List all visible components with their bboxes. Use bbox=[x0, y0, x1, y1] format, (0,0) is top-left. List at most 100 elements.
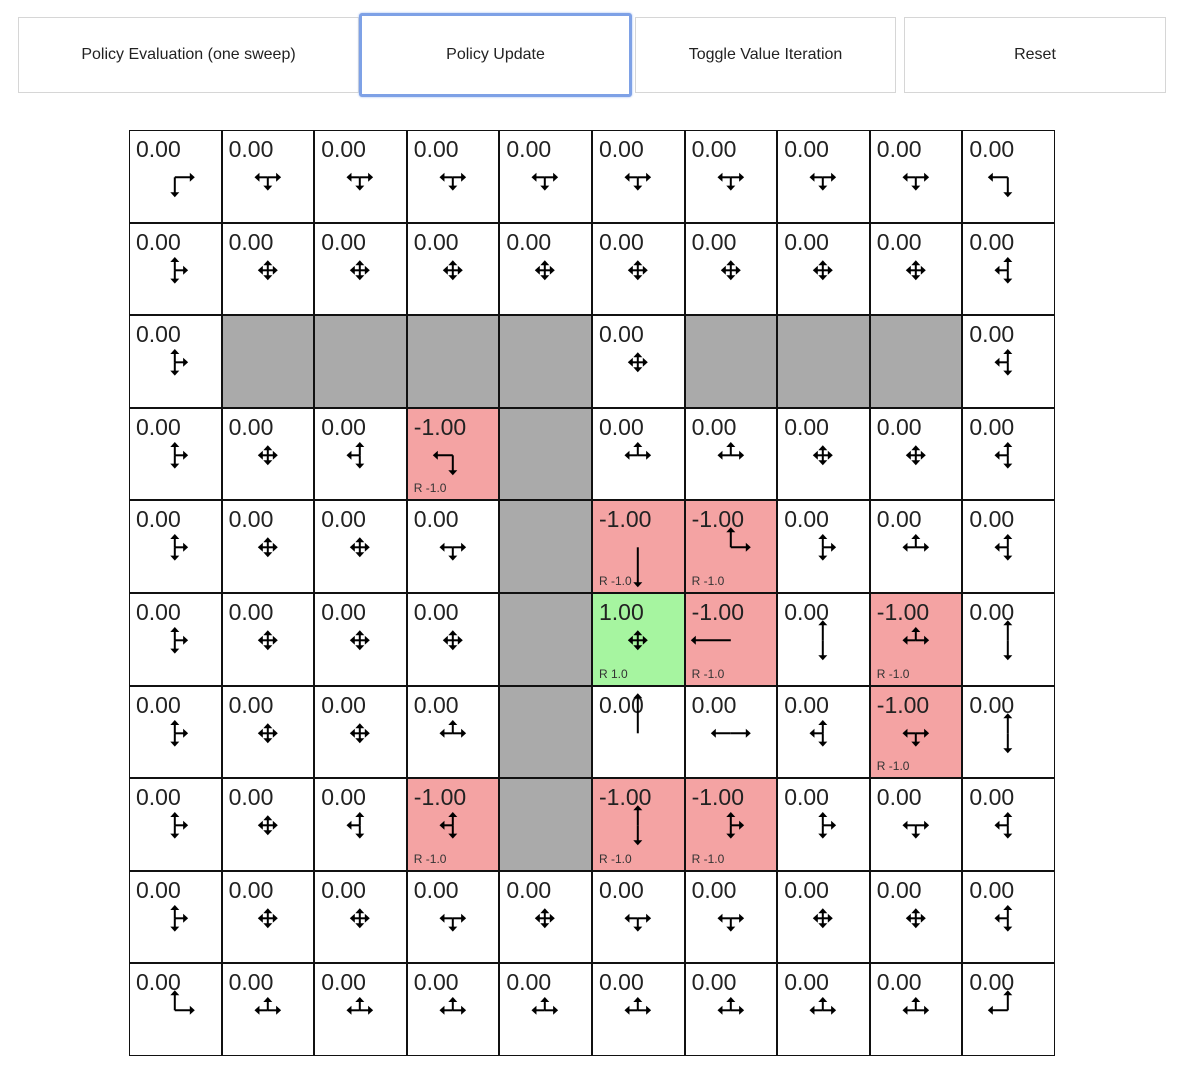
wall-cell[interactable] bbox=[499, 778, 592, 871]
grid-cell[interactable]: 0.00 bbox=[129, 778, 222, 871]
grid-cell[interactable]: 0.00 bbox=[221, 870, 315, 964]
grid-cell[interactable]: 0.00 bbox=[869, 963, 963, 1056]
grid-cell[interactable]: 0.00 bbox=[221, 500, 315, 593]
grid-cell[interactable]: 0.00 bbox=[499, 222, 592, 316]
grid-cell[interactable]: 0.00 bbox=[314, 407, 407, 501]
grid-cell[interactable]: 0.00 bbox=[314, 870, 407, 964]
wall-cell[interactable] bbox=[499, 685, 592, 779]
grid-cell[interactable]: 0.00 bbox=[129, 222, 222, 316]
grid-cell[interactable]: 0.00 bbox=[962, 593, 1055, 686]
grid-cell[interactable]: 0.00 bbox=[592, 130, 685, 223]
policy-update-button[interactable]: Policy Update bbox=[359, 13, 632, 97]
grid-cell[interactable]: 0.00 bbox=[962, 778, 1055, 871]
grid-cell[interactable]: 0.00 bbox=[777, 500, 870, 593]
grid-cell[interactable]: 0.00 bbox=[129, 870, 222, 964]
grid-cell[interactable]: 0.00 bbox=[499, 963, 592, 1056]
grid-cell[interactable]: 0.00 bbox=[314, 130, 407, 223]
grid-cell[interactable]: -1.00 R -1.0 bbox=[406, 407, 500, 501]
grid-cell[interactable]: -1.00 R -1.0 bbox=[592, 778, 685, 871]
grid-cell[interactable]: 0.00 bbox=[777, 870, 870, 964]
grid-cell[interactable]: 0.00 bbox=[221, 407, 315, 501]
wall-cell[interactable] bbox=[499, 315, 592, 408]
reset-button[interactable]: Reset bbox=[904, 17, 1166, 93]
grid-cell[interactable]: 0.00 bbox=[962, 500, 1055, 593]
grid-cell[interactable]: 0.00 bbox=[777, 407, 870, 501]
wall-cell[interactable] bbox=[499, 500, 592, 593]
grid-cell[interactable]: 0.00 bbox=[129, 130, 222, 223]
grid-cell[interactable]: 0.00 bbox=[314, 963, 407, 1056]
grid-cell[interactable]: 0.00 bbox=[406, 963, 500, 1056]
grid-cell[interactable]: 0.00 bbox=[777, 685, 870, 779]
grid-cell[interactable]: 0.00 bbox=[406, 685, 500, 779]
grid-cell[interactable]: -1.00 R -1.0 bbox=[869, 593, 963, 686]
grid-cell[interactable]: -1.00 R -1.0 bbox=[684, 778, 778, 871]
grid-cell[interactable]: 0.00 bbox=[314, 685, 407, 779]
grid-cell[interactable]: 0.00 bbox=[129, 407, 222, 501]
grid-cell[interactable]: 0.00 bbox=[869, 222, 963, 316]
grid-cell[interactable]: 0.00 bbox=[684, 407, 778, 501]
grid-cell[interactable]: 0.00 bbox=[221, 778, 315, 871]
grid-cell[interactable]: 0.00 bbox=[777, 778, 870, 871]
grid-cell[interactable]: 1.00 R 1.0 bbox=[592, 593, 685, 686]
grid-cell[interactable]: 0.00 bbox=[406, 593, 500, 686]
wall-cell[interactable] bbox=[499, 593, 592, 686]
grid-cell[interactable]: 0.00 bbox=[962, 870, 1055, 964]
grid-cell[interactable]: 0.00 bbox=[684, 222, 778, 316]
grid-cell[interactable]: -1.00 R -1.0 bbox=[684, 593, 778, 686]
grid-cell[interactable]: 0.00 bbox=[314, 500, 407, 593]
grid-cell[interactable]: 0.00 bbox=[129, 685, 222, 779]
grid-cell[interactable]: 0.00 bbox=[499, 130, 592, 223]
grid-cell[interactable]: 0.00 bbox=[221, 130, 315, 223]
grid-cell[interactable]: 0.00 bbox=[314, 778, 407, 871]
wall-cell[interactable] bbox=[777, 315, 870, 408]
grid-cell[interactable]: 0.00 bbox=[221, 963, 315, 1056]
grid-cell[interactable]: 0.00 bbox=[129, 963, 222, 1056]
grid-cell[interactable]: 0.00 bbox=[962, 315, 1055, 408]
grid-cell[interactable]: 0.00 bbox=[221, 593, 315, 686]
grid-cell[interactable]: 0.00 bbox=[406, 500, 500, 593]
wall-cell[interactable] bbox=[406, 315, 500, 408]
wall-cell[interactable] bbox=[314, 315, 407, 408]
grid-cell[interactable]: 0.00 bbox=[684, 963, 778, 1056]
grid-cell[interactable]: 0.00 bbox=[869, 870, 963, 964]
policy-evaluation-button[interactable]: Policy Evaluation (one sweep) bbox=[18, 17, 359, 93]
grid-cell[interactable]: 0.00 bbox=[777, 963, 870, 1056]
grid-cell[interactable]: 0.00 bbox=[684, 130, 778, 223]
grid-cell[interactable]: 0.00 bbox=[129, 500, 222, 593]
grid-cell[interactable]: 0.00 bbox=[777, 593, 870, 686]
grid-cell[interactable]: 0.00 bbox=[406, 130, 500, 223]
grid-cell[interactable]: 0.00 bbox=[869, 130, 963, 223]
wall-cell[interactable] bbox=[221, 315, 315, 408]
grid-cell[interactable]: 0.00 bbox=[499, 870, 592, 964]
grid-cell[interactable]: 0.00 bbox=[869, 500, 963, 593]
grid-cell[interactable]: -1.00 R -1.0 bbox=[406, 778, 500, 871]
grid-cell[interactable]: 0.00 bbox=[221, 685, 315, 779]
grid-cell[interactable]: -1.00 R -1.0 bbox=[684, 500, 778, 593]
grid-cell[interactable]: 0.00 bbox=[962, 963, 1055, 1056]
grid-cell[interactable]: 0.00 bbox=[592, 685, 685, 779]
grid-cell[interactable]: 0.00 bbox=[869, 407, 963, 501]
grid-cell[interactable]: 0.00 bbox=[592, 963, 685, 1056]
grid-cell[interactable]: 0.00 bbox=[962, 407, 1055, 501]
grid-cell[interactable]: 0.00 bbox=[869, 778, 963, 871]
grid-cell[interactable]: 0.00 bbox=[406, 870, 500, 964]
grid-cell[interactable]: -1.00 R -1.0 bbox=[869, 685, 963, 779]
grid-cell[interactable]: 0.00 bbox=[406, 222, 500, 316]
grid-cell[interactable]: 0.00 bbox=[777, 130, 870, 223]
wall-cell[interactable] bbox=[684, 315, 778, 408]
grid-cell[interactable]: 0.00 bbox=[592, 222, 685, 316]
grid-cell[interactable]: -1.00 R -1.0 bbox=[592, 500, 685, 593]
grid-cell[interactable]: 0.00 bbox=[962, 130, 1055, 223]
grid-cell[interactable]: 0.00 bbox=[129, 315, 222, 408]
wall-cell[interactable] bbox=[869, 315, 963, 408]
grid-cell[interactable]: 0.00 bbox=[221, 222, 315, 316]
grid-cell[interactable]: 0.00 bbox=[777, 222, 870, 316]
grid-cell[interactable]: 0.00 bbox=[314, 593, 407, 686]
grid-cell[interactable]: 0.00 bbox=[314, 222, 407, 316]
toggle-value-iteration-button[interactable]: Toggle Value Iteration bbox=[635, 17, 896, 93]
grid-cell[interactable]: 0.00 bbox=[592, 315, 685, 408]
wall-cell[interactable] bbox=[499, 407, 592, 501]
grid-cell[interactable]: 0.00 bbox=[962, 685, 1055, 779]
grid-cell[interactable]: 0.00 bbox=[684, 685, 778, 779]
grid-cell[interactable]: 0.00 bbox=[962, 222, 1055, 316]
